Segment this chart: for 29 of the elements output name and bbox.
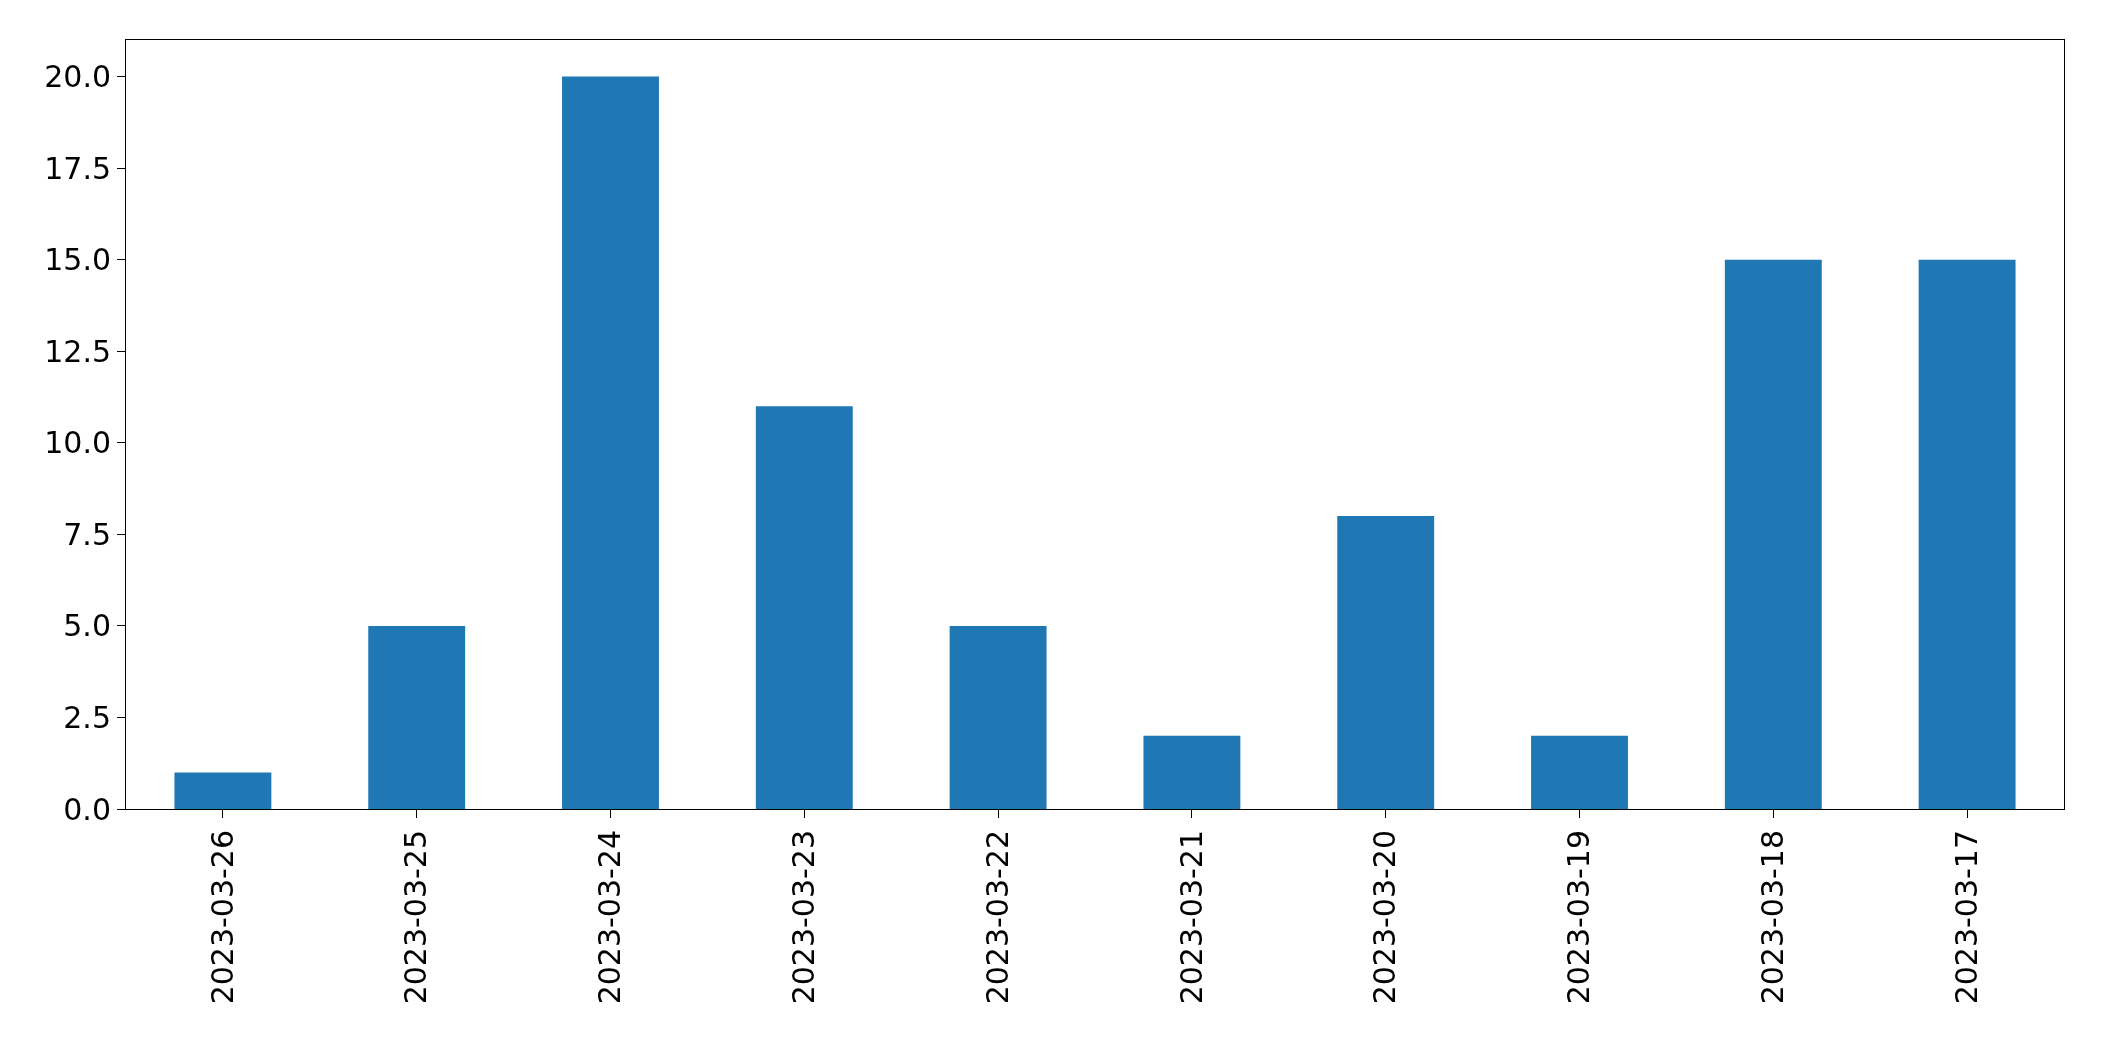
bar bbox=[368, 625, 466, 809]
x-tick-label: 2023-03-18 bbox=[1755, 830, 1791, 1005]
bar bbox=[174, 772, 272, 809]
bar bbox=[562, 76, 659, 809]
x-tick-label: 2023-03-24 bbox=[592, 830, 628, 1005]
bar bbox=[1143, 735, 1241, 809]
y-tick-label: 17.5 bbox=[44, 150, 111, 186]
y-tick-label: 12.5 bbox=[44, 333, 111, 369]
x-tick-label: 2023-03-21 bbox=[1173, 830, 1209, 1005]
bar bbox=[949, 625, 1047, 809]
y-tick-label: 15.0 bbox=[44, 242, 111, 278]
bar bbox=[1918, 259, 2016, 809]
x-tick-label: 2023-03-25 bbox=[398, 830, 434, 1005]
bar bbox=[1724, 259, 1822, 809]
bar bbox=[1531, 735, 1628, 809]
y-tick-label: 0.0 bbox=[63, 791, 111, 827]
y-tick-label: 2.5 bbox=[63, 699, 111, 735]
x-tick-label: 2023-03-22 bbox=[979, 830, 1015, 1005]
bar bbox=[755, 406, 853, 809]
x-tick-label: 2023-03-20 bbox=[1367, 830, 1403, 1005]
y-tick-label: 10.0 bbox=[44, 425, 111, 461]
x-tick-label: 2023-03-19 bbox=[1561, 830, 1597, 1005]
x-tick-label: 2023-03-23 bbox=[786, 830, 822, 1005]
y-tick-label: 20.0 bbox=[44, 59, 111, 95]
y-tick-label: 7.5 bbox=[63, 516, 111, 552]
x-tick-label: 2023-03-17 bbox=[1948, 830, 1984, 1005]
bar bbox=[1337, 516, 1435, 809]
x-tick-label: 2023-03-26 bbox=[204, 830, 240, 1005]
y-tick-label: 5.0 bbox=[63, 608, 111, 644]
